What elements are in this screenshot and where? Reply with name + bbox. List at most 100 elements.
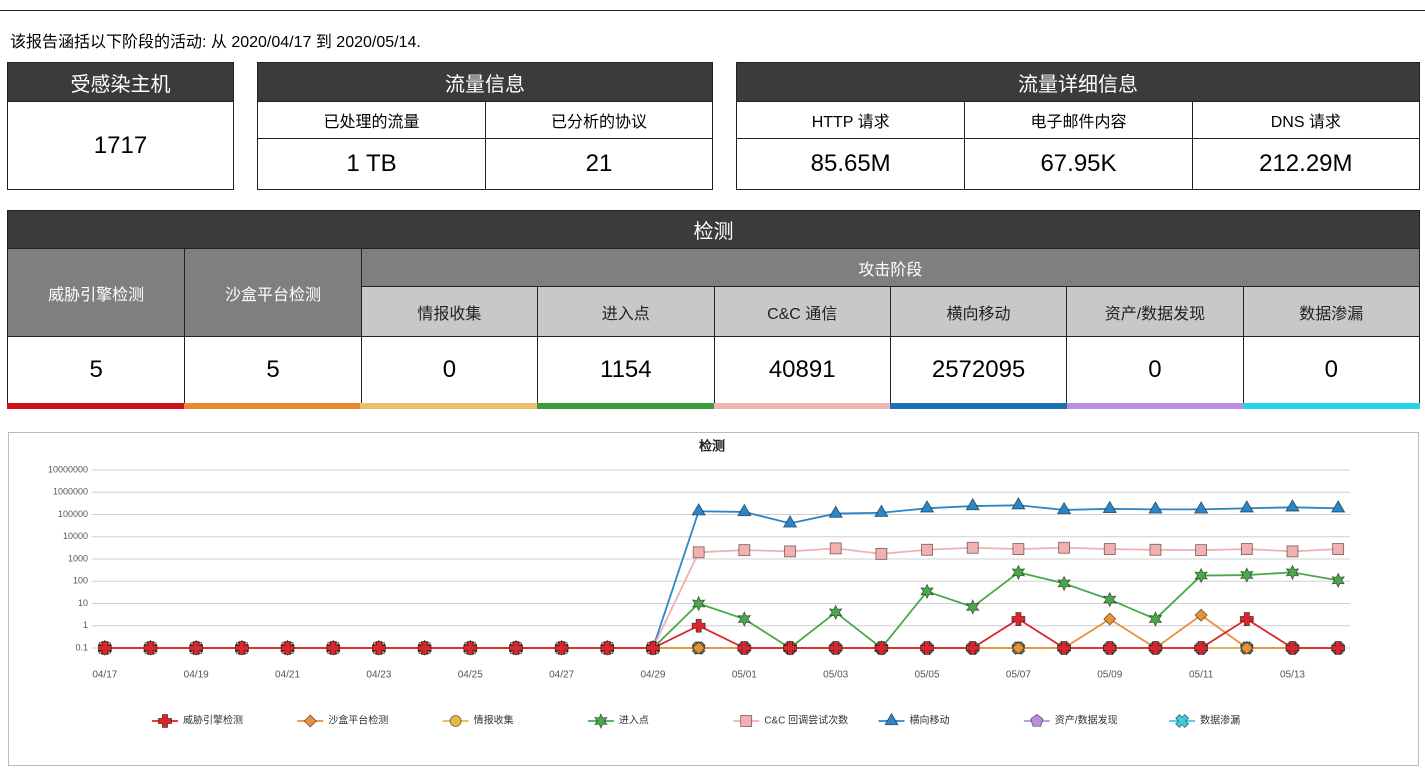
data-point: [1195, 544, 1208, 557]
color-strip: [7, 403, 1420, 409]
detail-box: 流量详细信息 HTTP 请求 电子邮件内容 DNS 请求 85.65M 67.9…: [736, 62, 1420, 190]
y-tick-label: 1000000: [53, 487, 88, 497]
data-point: [1285, 499, 1300, 512]
data-point: [1239, 567, 1254, 584]
data-point: [783, 641, 797, 655]
legend-marker: [884, 712, 899, 726]
x-tick-label: 05/01: [732, 670, 757, 681]
stage: 数据渗漏: [1242, 286, 1419, 336]
data-point: [874, 641, 889, 655]
data-point: [965, 497, 980, 511]
value: 67.95K: [964, 138, 1192, 189]
data-point: [1012, 543, 1025, 555]
stage: 进入点: [537, 286, 714, 336]
legend-marker: [1030, 714, 1044, 727]
value: 2572095: [889, 336, 1067, 403]
y-tick-label: 10000000: [48, 464, 88, 474]
value: 5: [184, 336, 361, 403]
data-point: [463, 641, 478, 655]
data-point: [1285, 641, 1300, 655]
data-point: [1194, 567, 1209, 584]
data-point: [1011, 612, 1026, 626]
header: HTTP 请求: [737, 101, 965, 138]
x-tick-label: 04/17: [92, 670, 117, 681]
data-point: [828, 505, 843, 518]
data-point: [1240, 543, 1253, 555]
data-point: [554, 641, 569, 655]
data-point: [737, 641, 752, 655]
data-point: [692, 641, 706, 655]
data-point: [1331, 572, 1346, 589]
data-point: [691, 595, 706, 612]
strip: [7, 403, 184, 409]
stage: 资产/数据发现: [1066, 286, 1243, 336]
value: 212.29M: [1191, 138, 1419, 189]
y-tick-label: 10: [78, 598, 88, 608]
legend-label: C&C 回调尝试次数: [764, 714, 848, 727]
x-tick-label: 05/07: [1006, 670, 1031, 681]
data-point: [509, 641, 523, 655]
header: 已分析的协议: [485, 101, 712, 138]
value: 5: [8, 336, 185, 403]
chart: 检测 0.1 1 10 100 1000 10000 100000 1000000 100000…: [8, 432, 1419, 766]
data-point: [1148, 641, 1163, 655]
data-point: [1057, 575, 1071, 592]
stage-title: 攻击阶段: [360, 248, 1419, 286]
data-point: [417, 641, 432, 655]
data-point: [1103, 612, 1117, 626]
value: 0: [1242, 336, 1419, 403]
data-point: [1331, 641, 1346, 655]
data-point: [919, 499, 935, 513]
data-point: [921, 543, 933, 556]
x-tick-label: 05/11: [1189, 670, 1214, 681]
legend-label: 进入点: [619, 715, 649, 727]
data-point: [1011, 564, 1026, 581]
x-tick-label: 05/13: [1280, 670, 1305, 681]
strip: [1066, 403, 1244, 409]
data-point: [1194, 608, 1208, 622]
box-title: 检测: [8, 211, 1419, 248]
box-value: 1717: [8, 101, 233, 189]
box-title: 受感染主机: [8, 63, 233, 101]
strip: [713, 403, 891, 409]
intro: 该报告涵括以下阶段的活动: 从 2020/04/17 到 2020/05/14.: [10, 34, 421, 51]
legend-label: 沙盒平台检测: [328, 714, 388, 727]
value: 21: [485, 138, 712, 189]
data-point: [1330, 499, 1346, 513]
traffic-box: 流量信息 已处理的流量 已分析的协议 1 TB 21: [257, 62, 713, 190]
data-point: [1149, 543, 1162, 556]
data-point: [920, 583, 934, 600]
header: 电子邮件内容: [964, 101, 1192, 138]
stage: C&C 通信: [713, 286, 890, 336]
x-tick-label: 05/03: [823, 670, 848, 681]
data-point: [1148, 501, 1163, 514]
x-tick-label: 04/25: [458, 670, 483, 681]
stage: 情报收集: [360, 286, 538, 336]
legend-marker: [158, 714, 172, 728]
data-point: [1057, 641, 1071, 655]
data-point: [829, 542, 842, 555]
value: 40891: [713, 336, 890, 403]
data-point: [1239, 612, 1254, 626]
x-tick-label: 05/05: [915, 670, 940, 681]
data-point: [782, 515, 798, 528]
legend-marker: [449, 715, 462, 727]
box-title: 流量详细信息: [737, 63, 1419, 101]
data-point: [1011, 641, 1025, 655]
data-point: [326, 641, 341, 655]
value: 1 TB: [258, 138, 485, 189]
data-point: [828, 604, 843, 621]
data-point: [1194, 641, 1209, 655]
stage: 横向移动: [889, 286, 1067, 336]
value: 0: [1066, 336, 1243, 403]
legend-label: 资产/数据发现: [1055, 714, 1118, 727]
data-point: [965, 598, 980, 615]
data-point: [234, 641, 249, 655]
data-point: [737, 503, 752, 517]
legend-marker: [1175, 714, 1190, 728]
data-point: [1148, 611, 1163, 628]
legend-marker: [740, 715, 753, 727]
y-tick-label: 100000: [58, 509, 88, 519]
legend-marker: [594, 713, 608, 729]
data-point: [1285, 564, 1300, 581]
